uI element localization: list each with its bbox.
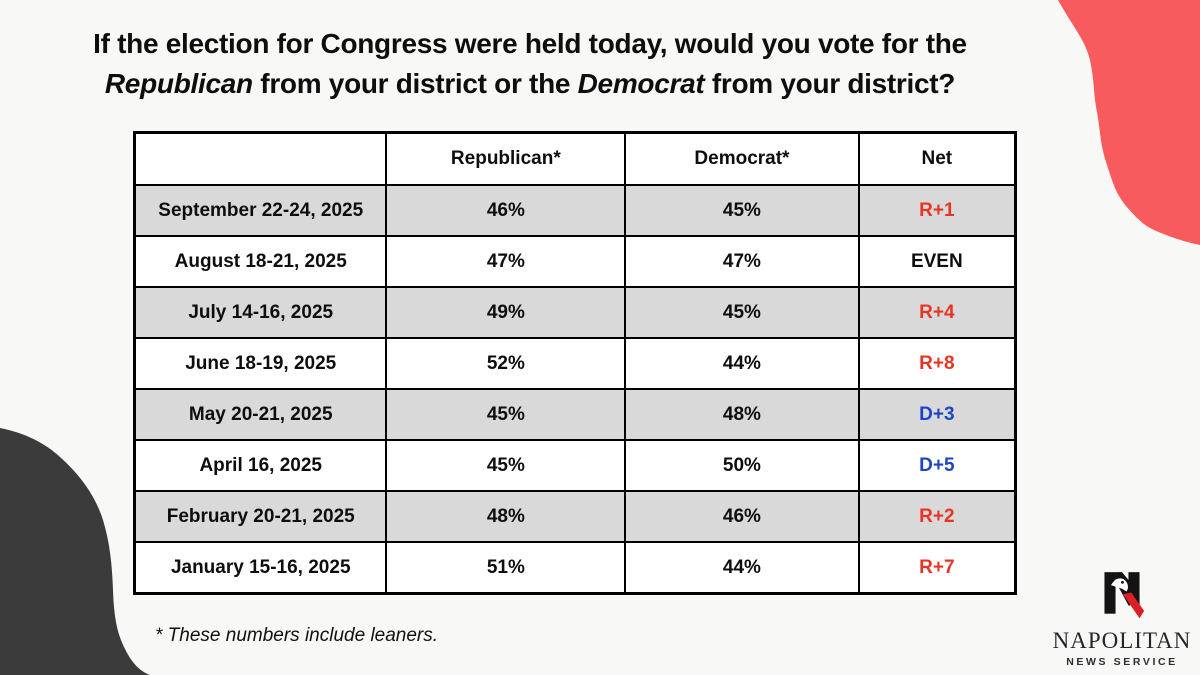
net-cell: R+7 bbox=[857, 541, 1017, 595]
logo-tagline: NEWS SERVICE bbox=[1066, 656, 1178, 668]
net-cell: R+1 bbox=[857, 184, 1017, 237]
democrat-cell: 50% bbox=[624, 439, 860, 492]
democrat-cell: 44% bbox=[624, 337, 860, 390]
net-cell: R+8 bbox=[857, 337, 1017, 390]
republican-cell: 49% bbox=[385, 286, 627, 339]
footnote-leaners: * These numbers include leaners. bbox=[155, 625, 439, 646]
red-corner-shape bbox=[1058, 0, 1200, 245]
title-line2-end: from your district? bbox=[704, 68, 956, 99]
date-cell: May 20-21, 2025 bbox=[133, 388, 388, 441]
date-cell: June 18-19, 2025 bbox=[133, 337, 388, 390]
republican-cell: 48% bbox=[385, 490, 627, 543]
poll-question-title: If the election for Congress were held t… bbox=[30, 24, 1030, 104]
table-row: September 22-24, 2025 46% 45% R+1 bbox=[133, 184, 1017, 237]
date-cell: September 22-24, 2025 bbox=[133, 184, 388, 237]
date-cell: January 15-16, 2025 bbox=[133, 541, 388, 595]
table-row: July 14-16, 2025 49% 45% R+4 bbox=[133, 286, 1017, 339]
date-cell: July 14-16, 2025 bbox=[133, 286, 388, 339]
column-header-date bbox=[133, 131, 388, 186]
date-cell: April 16, 2025 bbox=[133, 439, 388, 492]
title-line1: If the election for Congress were held t… bbox=[93, 28, 967, 59]
democrat-cell: 45% bbox=[624, 184, 860, 237]
republican-cell: 47% bbox=[385, 235, 627, 288]
title-line2-mid: from your district or the bbox=[252, 68, 578, 99]
net-cell: R+4 bbox=[857, 286, 1017, 339]
dark-corner-shape bbox=[0, 428, 150, 675]
republican-cell: 45% bbox=[385, 388, 627, 441]
column-header-republican: Republican* bbox=[385, 131, 627, 186]
poll-results-table: Republican* Democrat* Net September 22-2… bbox=[133, 131, 1017, 595]
republican-cell: 51% bbox=[385, 541, 627, 595]
net-cell: D+5 bbox=[857, 439, 1017, 492]
democrat-cell: 44% bbox=[624, 541, 860, 595]
title-democrat-word: Democrat bbox=[577, 68, 705, 99]
net-cell: EVEN bbox=[857, 235, 1017, 288]
logo-name: NAPOLITAN bbox=[1052, 628, 1192, 653]
republican-cell: 52% bbox=[385, 337, 627, 390]
eagle-n-icon bbox=[1104, 572, 1145, 619]
date-cell: August 18-21, 2025 bbox=[133, 235, 388, 288]
net-cell: R+2 bbox=[857, 490, 1017, 543]
napolitan-logo: NAPOLITAN NEWS SERVICE bbox=[1048, 570, 1196, 668]
table-row: January 15-16, 2025 51% 44% R+7 bbox=[133, 541, 1017, 595]
table-row: August 18-21, 2025 47% 47% EVEN bbox=[133, 235, 1017, 288]
table-row: February 20-21, 2025 48% 46% R+2 bbox=[133, 490, 1017, 543]
democrat-cell: 47% bbox=[624, 235, 860, 288]
table-header-row: Republican* Democrat* Net bbox=[133, 131, 1017, 186]
date-cell: February 20-21, 2025 bbox=[133, 490, 388, 543]
democrat-cell: 45% bbox=[624, 286, 860, 339]
net-cell: D+3 bbox=[857, 388, 1017, 441]
column-header-net: Net bbox=[857, 131, 1017, 186]
republican-cell: 45% bbox=[385, 439, 627, 492]
democrat-cell: 48% bbox=[624, 388, 860, 441]
table-row: June 18-19, 2025 52% 44% R+8 bbox=[133, 337, 1017, 390]
democrat-cell: 46% bbox=[624, 490, 860, 543]
column-header-democrat: Democrat* bbox=[624, 131, 860, 186]
republican-cell: 46% bbox=[385, 184, 627, 237]
table-row: April 16, 2025 45% 50% D+5 bbox=[133, 439, 1017, 492]
title-republican-word: Republican bbox=[104, 68, 253, 99]
table-row: May 20-21, 2025 45% 48% D+3 bbox=[133, 388, 1017, 441]
